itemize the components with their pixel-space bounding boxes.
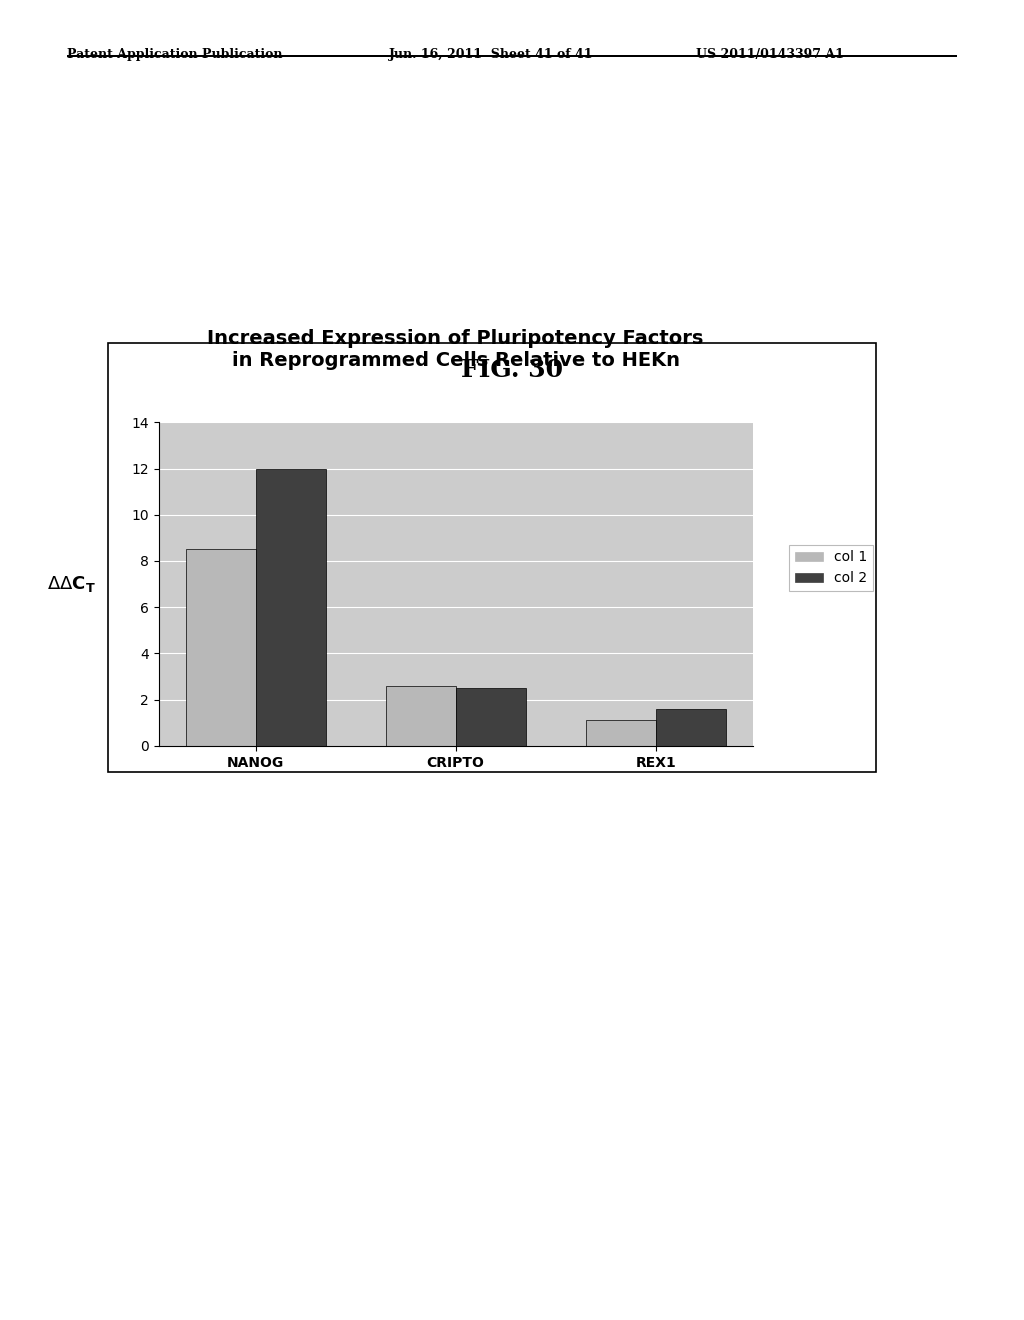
Bar: [586, 721, 655, 746]
Text: Increased Expression of Pluripotency Factors
in Reprogrammed Cells Relative to H: Increased Expression of Pluripotency Fac…: [208, 329, 703, 371]
Bar: [456, 688, 525, 746]
Legend: col 1, col 2: col 1, col 2: [790, 545, 872, 591]
Text: FIG. 30: FIG. 30: [461, 358, 563, 381]
Text: Jun. 16, 2011  Sheet 41 of 41: Jun. 16, 2011 Sheet 41 of 41: [389, 48, 594, 61]
Bar: [386, 686, 456, 746]
Bar: [185, 549, 256, 746]
Text: $\Delta\Delta$$\mathbf{C_T}$: $\Delta\Delta$$\mathbf{C_T}$: [47, 574, 96, 594]
Bar: [655, 709, 726, 746]
Text: Patent Application Publication: Patent Application Publication: [67, 48, 282, 61]
Text: US 2011/0143397 A1: US 2011/0143397 A1: [696, 48, 844, 61]
Bar: [256, 469, 326, 746]
